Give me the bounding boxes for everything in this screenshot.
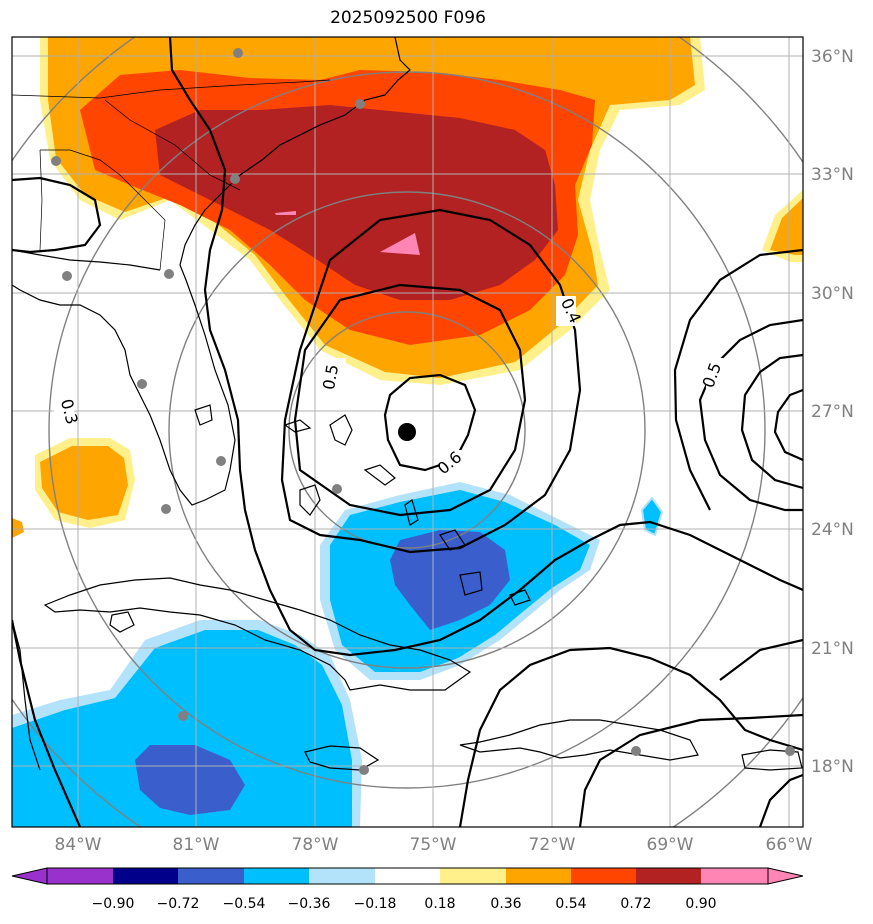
colorbar-tick-7: 0.36 bbox=[490, 896, 521, 912]
colorbar-bin-8 bbox=[506, 868, 571, 884]
anomaly-fill-neg054-carib bbox=[135, 745, 245, 815]
colorbar-tick-1: −0.90 bbox=[92, 896, 135, 912]
anomaly-fill-072-north bbox=[155, 105, 558, 300]
anomaly-fill-neg-small bbox=[640, 496, 664, 537]
colorbar-bin-11 bbox=[701, 868, 768, 884]
colorbar: −0.90 −0.72 −0.54 −0.36 −0.18 0.18 0.36 … bbox=[11, 867, 804, 912]
anomaly-fill-036-edge bbox=[12, 518, 24, 538]
latitude-labels: 36°N 33°N 30°N 27°N 24°N 21°N 18°N bbox=[811, 47, 854, 777]
colorbar-bin-10 bbox=[636, 868, 701, 884]
anomaly-fill-090-small bbox=[275, 211, 296, 215]
lat-label-30: 30°N bbox=[811, 284, 854, 304]
colorbar-extend-low bbox=[11, 867, 48, 885]
colorbar-bin-6 bbox=[375, 868, 440, 884]
colorbar-tick-8: 0.54 bbox=[555, 896, 586, 912]
colorbar-bin-5 bbox=[309, 868, 375, 884]
station-markers bbox=[51, 48, 795, 775]
colorbar-bin-1 bbox=[47, 868, 113, 884]
colorbar-bin-4 bbox=[244, 868, 309, 884]
lat-label-24: 24°N bbox=[811, 520, 854, 540]
lon-label-66: 66°W bbox=[766, 835, 813, 855]
lon-label-84: 84°W bbox=[55, 835, 102, 855]
lon-label-69: 69°W bbox=[647, 835, 694, 855]
colorbar-tick-5: −0.18 bbox=[354, 896, 397, 912]
lon-label-81: 81°W bbox=[173, 835, 220, 855]
anomaly-fill-090-max bbox=[380, 233, 420, 255]
coastlines bbox=[12, 37, 803, 771]
lat-label-36: 36°N bbox=[811, 47, 854, 67]
colorbar-extend-high bbox=[767, 867, 804, 885]
longitude-labels: 84°W 81°W 78°W 75°W 72°W 69°W 66°W bbox=[55, 835, 813, 855]
lat-label-18: 18°N bbox=[811, 757, 854, 777]
lon-label-75: 75°W bbox=[410, 835, 457, 855]
lat-label-21: 21°N bbox=[811, 639, 854, 659]
storm-center-marker bbox=[398, 423, 416, 441]
anomaly-fill-neg054-bahamas bbox=[390, 530, 510, 630]
colorbar-bin-2 bbox=[113, 868, 178, 884]
anomaly-fill-036-east bbox=[770, 198, 803, 255]
lat-label-33: 33°N bbox=[811, 165, 854, 185]
lat-label-27: 27°N bbox=[811, 402, 854, 422]
anomaly-fill-neg036-carib bbox=[12, 630, 352, 827]
colorbar-tick-6: 0.18 bbox=[424, 896, 455, 912]
lon-label-78: 78°W bbox=[292, 835, 339, 855]
colorbar-bin-9 bbox=[571, 868, 636, 884]
state-borders bbox=[12, 79, 331, 271]
map-title: 2025092500 F096 bbox=[330, 8, 486, 28]
colorbar-tick-9: 0.72 bbox=[620, 896, 651, 912]
colorbar-bin-7 bbox=[440, 868, 506, 884]
colorbar-tick-10: 0.90 bbox=[685, 896, 716, 912]
colorbar-bin-3 bbox=[178, 868, 244, 884]
colorbar-tick-4: −0.36 bbox=[288, 896, 331, 912]
contour-label-05-center: 0.5 bbox=[319, 363, 342, 391]
anomaly-fill-036-gulf bbox=[40, 446, 128, 520]
colorbar-tick-3: −0.54 bbox=[223, 896, 266, 912]
lon-label-72: 72°W bbox=[529, 835, 576, 855]
colorbar-tick-2: −0.72 bbox=[157, 896, 200, 912]
map-frame bbox=[11, 36, 804, 828]
